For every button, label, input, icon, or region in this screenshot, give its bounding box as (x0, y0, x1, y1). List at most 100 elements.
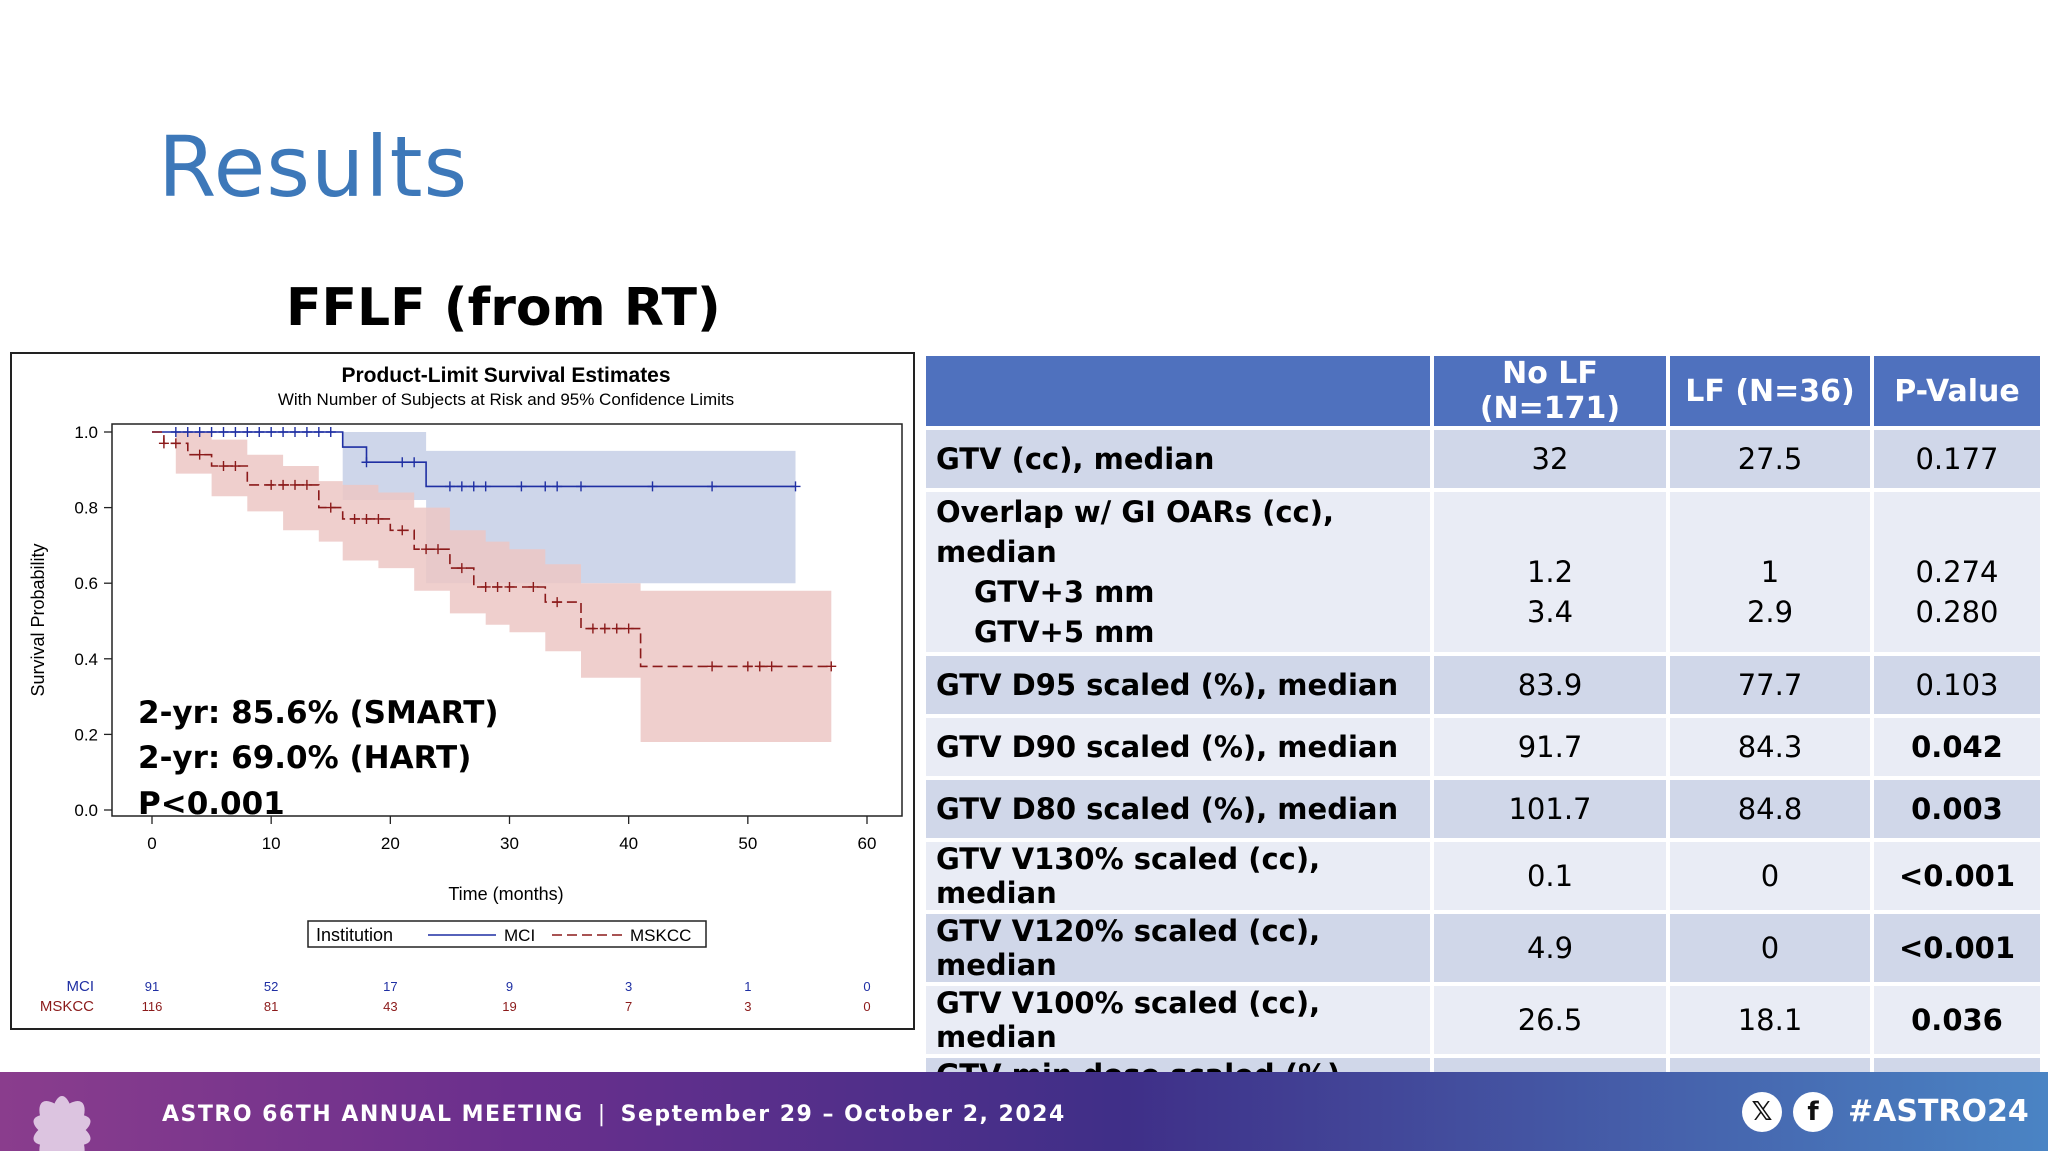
censor-mark-mskcc (528, 581, 539, 592)
at-risk-count: 3 (625, 979, 632, 994)
censor-mark-mskcc (290, 479, 300, 490)
censor-mark-mskcc (456, 563, 467, 574)
legend-mci-label: MCI (504, 926, 535, 945)
table-row: GTV D95 scaled (%), median 83.9 77.7 0.1… (926, 656, 2040, 714)
at-risk-count: 52 (264, 979, 278, 994)
annotation-smart: 2-yr: 85.6% (SMART) (138, 695, 499, 731)
y-tick-label: 1.0 (74, 423, 98, 442)
lf-value: 84.8 (1670, 780, 1870, 838)
x-tick-label: 30 (500, 834, 519, 853)
censor-mark-mci (313, 427, 324, 437)
censor-mark-mskcc (397, 525, 408, 536)
censor-mark-mci (790, 481, 801, 492)
censor-mark-mskcc (826, 661, 837, 672)
row-label: GTV (cc), median (926, 430, 1430, 488)
km-chart-panel: Product-Limit Survival Estimates With Nu… (10, 352, 915, 1030)
at-risk-count: 91 (145, 979, 159, 994)
no-lf-value: 4.9 (1434, 914, 1666, 982)
censor-mark-mskcc (623, 623, 634, 634)
censor-mark-mci (290, 427, 300, 437)
row-label: GTV D80 scaled (%), median (926, 780, 1430, 838)
at-risk-label-mskcc: MSKCC (40, 998, 94, 1015)
censor-mark-mci (397, 457, 408, 468)
at-risk-count: 7 (625, 999, 632, 1014)
censor-mark-mci (409, 457, 420, 468)
censor-mark-mskcc (480, 581, 491, 592)
no-lf-value-group: 1.2 3.4 (1434, 492, 1666, 652)
x-tick-label: 10 (262, 834, 281, 853)
y-tick-label: 0.0 (74, 801, 98, 820)
censor-mark-mskcc (170, 438, 181, 449)
x-icon[interactable]: 𝕏 (1742, 1092, 1782, 1132)
censor-mark-mci (182, 427, 193, 437)
row-label: GTV D95 scaled (%), median (926, 656, 1430, 714)
chart-subtitle: With Number of Subjects at Risk and 95% … (278, 390, 734, 409)
lf-value: 27.5 (1670, 430, 1870, 488)
table-row: GTV V120% scaled (cc), median 4.9 0 <0.0… (926, 914, 2040, 982)
at-risk-count: 116 (142, 999, 163, 1014)
footer-separator: | (597, 1102, 607, 1127)
censor-mark-mskcc (361, 513, 372, 524)
y-tick-label: 0.4 (74, 650, 98, 669)
censor-mark-mci (456, 481, 467, 492)
censor-mark-mskcc (218, 461, 229, 472)
lf-value: 18.1 (1670, 986, 1870, 1054)
censor-mark-mci (230, 427, 241, 437)
no-lf-value: 91.7 (1434, 718, 1666, 776)
survival-annotation: 2-yr: 85.6% (SMART) 2-yr: 69.0% (HART) P… (138, 695, 499, 822)
x-tick-label: 60 (858, 834, 877, 853)
survival-curve-mskcc (152, 431, 832, 668)
facebook-icon[interactable]: f (1793, 1092, 1833, 1132)
censor-mark-mci (707, 481, 718, 492)
censor-mark-mci (480, 481, 491, 492)
row-label: Overlap w/ GI OARs (cc), median (936, 495, 1334, 569)
y-tick-label: 0.2 (74, 725, 98, 744)
no-lf-value: 26.5 (1434, 986, 1666, 1054)
at-risk-label-mci: MCI (67, 978, 95, 995)
lf-value: 2.9 (1746, 595, 1794, 629)
censor-mark-mskcc (325, 502, 336, 513)
at-risk-count: 9 (506, 979, 513, 994)
censor-mark-mskcc (301, 479, 312, 490)
p-value-group: 0.274 0.280 (1874, 492, 2040, 652)
censor-mark-mskcc (278, 479, 289, 490)
header-blank (926, 356, 1430, 426)
table-header-row: No LF (N=171) LF (N=36) P-Value (926, 356, 2040, 426)
no-lf-value: 32 (1434, 430, 1666, 488)
slide-title: Results (158, 118, 469, 216)
header-p-value: P-Value (1874, 356, 2040, 426)
censor-mark-mci (540, 481, 551, 492)
censor-mark-mskcc (754, 661, 765, 672)
no-lf-value: 0.1 (1434, 842, 1666, 910)
axes: 0 10 20 30 40 50 60 0.0 0.2 0.4 0.6 0.8 1.0 (74, 423, 876, 853)
censor-mark-mskcc (766, 661, 777, 672)
censor-mark-mci (242, 427, 253, 437)
censor-mark-mskcc (373, 513, 384, 524)
annotation-pvalue: P<0.001 (138, 786, 285, 822)
legend-frame (307, 920, 707, 948)
annotation-hart: 2-yr: 69.0% (HART) (138, 740, 471, 776)
censor-mark-mci (552, 481, 563, 492)
censor-mark-mci (647, 481, 658, 492)
at-risk-count: 19 (502, 999, 516, 1014)
p-value: <0.001 (1874, 914, 2040, 982)
row-label: GTV V120% scaled (cc), median (926, 914, 1430, 982)
row-label-group: Overlap w/ GI OARs (cc), median GTV+3 mm… (926, 492, 1430, 652)
censor-mark-mci (361, 457, 372, 468)
meeting-name: ASTRO 66TH ANNUAL MEETING (162, 1102, 584, 1127)
p-value: 0.177 (1874, 430, 2040, 488)
censor-mark-mci (468, 481, 479, 492)
censor-mark-mskcc (194, 449, 205, 460)
header-no-lf: No LF (N=171) (1434, 356, 1666, 426)
sub-label: GTV+5 mm (974, 615, 1155, 649)
at-risk-count: 0 (863, 979, 870, 994)
censor-mark-mskcc (421, 544, 432, 555)
at-risk-count: 17 (383, 979, 397, 994)
confidence-band-mskcc (152, 432, 832, 742)
censor-mark-mskcc (433, 544, 443, 555)
censor-mark-mskcc (349, 513, 360, 524)
censor-mark-mskcc (707, 661, 718, 672)
at-risk-count: 43 (383, 999, 397, 1014)
row-label: GTV V130% scaled (cc), median (926, 842, 1430, 910)
p-value: 0.036 (1874, 986, 2040, 1054)
